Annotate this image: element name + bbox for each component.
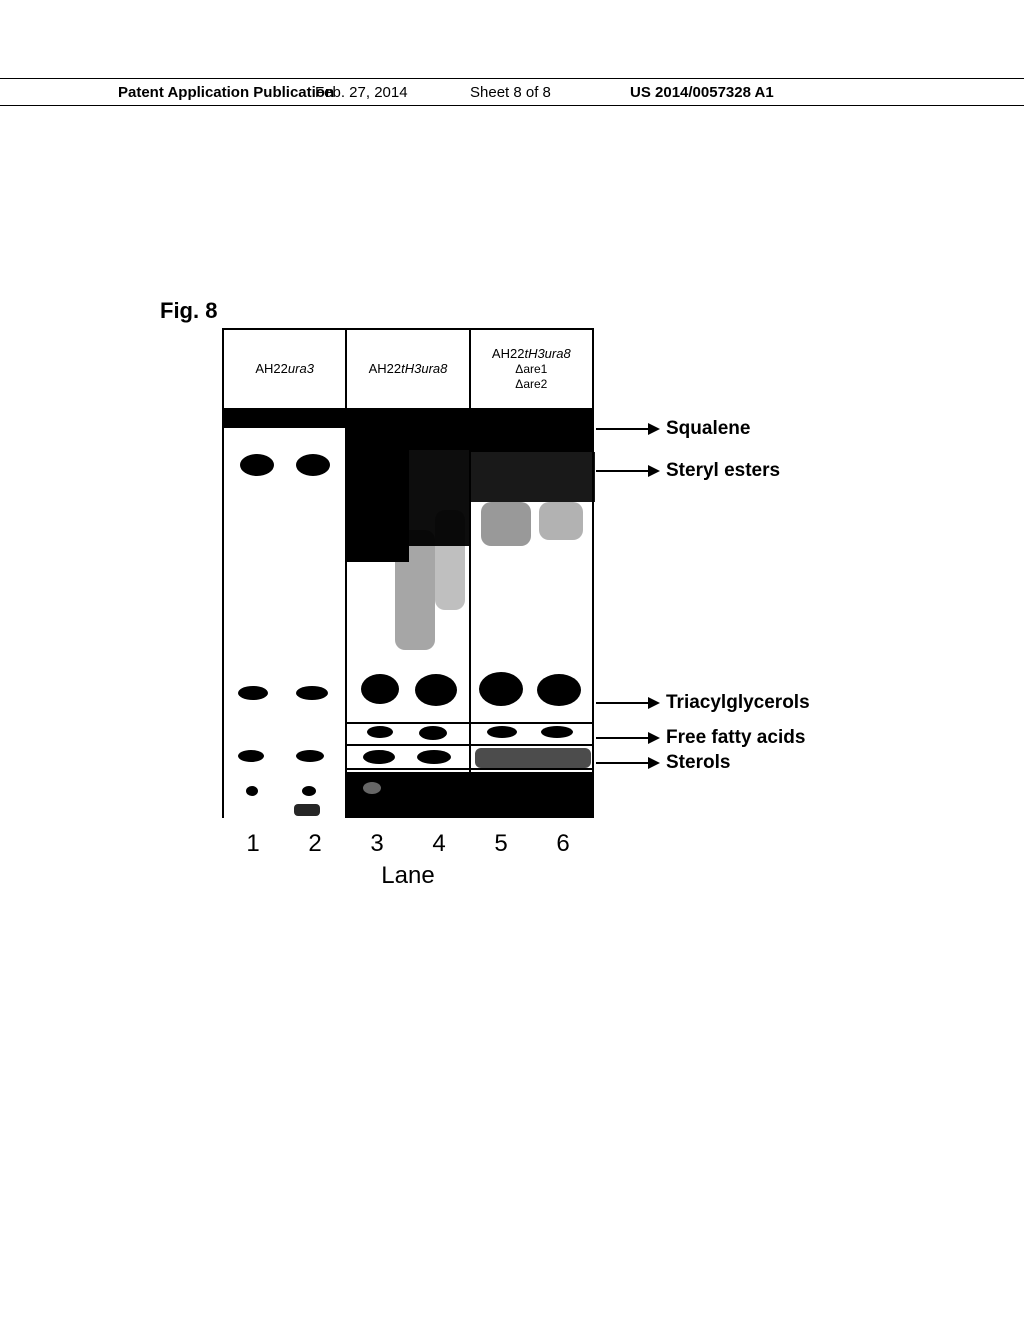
band-sterol-lane3 — [363, 750, 395, 764]
column-2-title: AH22tH3ura8 — [369, 361, 448, 377]
arrow-line-icon — [596, 737, 648, 739]
label-ffa: Free fatty acids — [666, 727, 805, 749]
arrow-line-icon — [596, 702, 648, 704]
band-steryl-lane1 — [240, 454, 274, 476]
sterol-line-g3 — [471, 768, 592, 770]
origin-dark-g2 — [347, 772, 468, 818]
annot-tag: Triacylglycerols — [596, 692, 810, 714]
lane-group-3 — [469, 410, 592, 818]
streak-g2b — [435, 510, 465, 610]
streak-g3a — [481, 502, 531, 546]
header-sheet: Sheet 8 of 8 — [470, 84, 551, 101]
arrow-head-icon — [648, 465, 660, 477]
band-tag-lane3 — [361, 674, 399, 704]
header-publication: Patent Application Publication — [118, 84, 334, 101]
column-3-sub1: Δare1 — [515, 362, 547, 377]
band-tag-lane2 — [296, 686, 328, 700]
lane-num-1: 1 — [222, 830, 284, 858]
label-squalene: Squalene — [666, 418, 750, 440]
lane-group-1 — [224, 410, 345, 818]
column-2: AH22tH3ura8 — [345, 330, 468, 408]
band-tag-lane6 — [537, 674, 581, 706]
arrow-line-icon — [596, 428, 648, 430]
annot-steryl: Steryl esters — [596, 460, 780, 482]
lane-num-4: 4 — [408, 830, 470, 858]
band-sterol-lane4 — [417, 750, 451, 764]
band-tag-lane1 — [238, 686, 268, 700]
band-steryl-lane2 — [296, 454, 330, 476]
annot-ffa: Free fatty acids — [596, 727, 805, 749]
header-pubno: US 2014/0057328 A1 — [630, 84, 774, 101]
band-origin-lane2 — [302, 786, 316, 796]
column-1: AH22ura3 — [224, 330, 345, 408]
band-ffa-lane6 — [541, 726, 573, 738]
dark-region-g3 — [471, 452, 595, 502]
label-sterols: Sterols — [666, 752, 730, 774]
streak-g3b — [539, 502, 583, 540]
page-header: Patent Application Publication Feb. 27, … — [0, 78, 1024, 106]
tlc-body — [224, 410, 592, 818]
arrow-head-icon — [648, 732, 660, 744]
band-origin-lane1 — [246, 786, 258, 796]
sterol-line-g2 — [347, 768, 468, 770]
arrow-head-icon — [648, 757, 660, 769]
band-sterol-g3 — [475, 748, 591, 768]
column-3-sub2: Δare2 — [515, 377, 547, 392]
header-date: Feb. 27, 2014 — [315, 84, 408, 101]
annot-squalene: Squalene — [596, 418, 750, 440]
arrow-head-icon — [648, 423, 660, 435]
arrow-head-icon — [648, 697, 660, 709]
lane-num-2: 2 — [284, 830, 346, 858]
figure-label: Fig. 8 — [160, 298, 217, 324]
ffa-line-g2-bot — [347, 744, 468, 746]
squalene-band-g2 — [347, 410, 468, 450]
label-steryl: Steryl esters — [666, 460, 780, 482]
column-1-title: AH22ura3 — [255, 361, 314, 377]
column-headers: AH22ura3 AH22tH3ura8 AH22tH3ura8 Δare1 Δ… — [224, 330, 592, 410]
ffa-line-g2-top — [347, 722, 468, 724]
band-ffa-lane4 — [419, 726, 447, 740]
solvent-front-1 — [224, 410, 345, 428]
noise-lane2 — [294, 804, 320, 816]
origin-dark-g3 — [471, 772, 592, 818]
band-tag-lane5 — [479, 672, 523, 706]
streak-g2 — [395, 530, 435, 650]
ffa-line-g3-top — [471, 722, 592, 724]
lane-numbers: 1 2 3 4 5 6 — [222, 830, 594, 858]
lane-num-6: 6 — [532, 830, 594, 858]
lane-num-5: 5 — [470, 830, 532, 858]
ffa-line-g3-bot — [471, 744, 592, 746]
squalene-band-g3 — [471, 410, 592, 452]
band-ffa-lane5 — [487, 726, 517, 738]
lane-num-3: 3 — [346, 830, 408, 858]
band-ffa-lane3 — [367, 726, 393, 738]
lane-axis: Lane — [222, 862, 594, 890]
band-sterol-lane2 — [296, 750, 324, 762]
tlc-figure: AH22ura3 AH22tH3ura8 AH22tH3ura8 Δare1 Δ… — [222, 328, 594, 818]
label-tag: Triacylglycerols — [666, 692, 810, 714]
column-3-title: AH22tH3ura8 — [492, 346, 571, 362]
arrow-line-icon — [596, 470, 648, 472]
lane-group-2 — [345, 410, 468, 818]
band-tag-lane4 — [415, 674, 457, 706]
annot-sterols: Sterols — [596, 752, 730, 774]
arrow-line-icon — [596, 762, 648, 764]
band-sterol-lane1 — [238, 750, 264, 762]
column-3: AH22tH3ura8 Δare1 Δare2 — [469, 330, 592, 408]
